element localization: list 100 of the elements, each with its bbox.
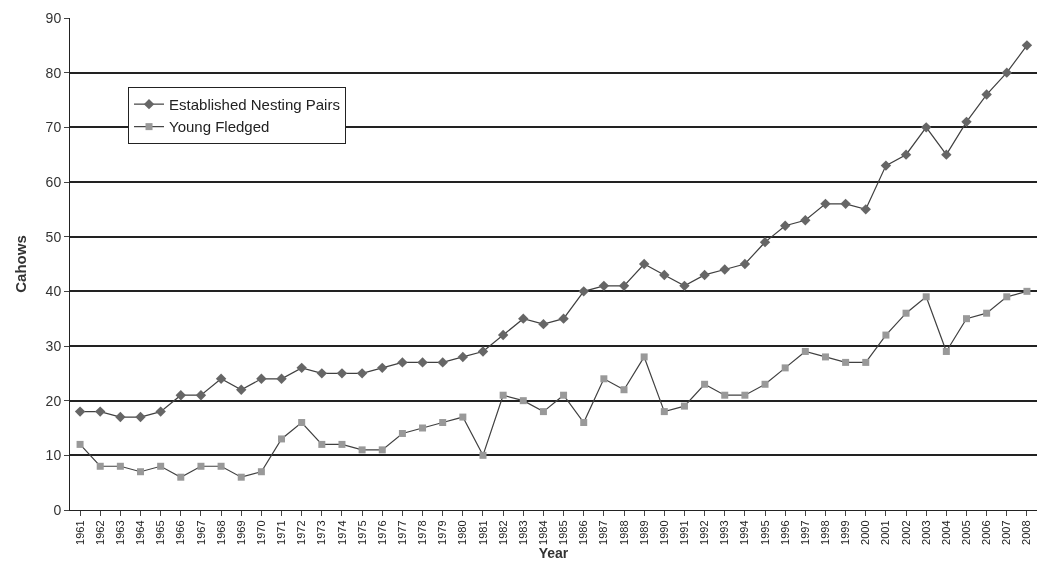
point xyxy=(900,149,912,160)
x-tick-label: 2002 xyxy=(899,520,912,545)
x-tick-label: 1972 xyxy=(295,520,308,545)
point xyxy=(638,258,650,270)
point xyxy=(739,258,751,270)
point xyxy=(598,280,610,292)
point xyxy=(378,446,386,454)
y-tick-label: 0 xyxy=(53,501,62,518)
point xyxy=(437,357,448,368)
point xyxy=(821,353,829,361)
x-tick-label: 1997 xyxy=(798,520,811,545)
x-tick-label: 1975 xyxy=(355,520,368,545)
point xyxy=(296,362,307,374)
point xyxy=(800,215,811,226)
x-tick-label: 1991 xyxy=(678,520,691,545)
x-tick-label: 1998 xyxy=(819,520,832,545)
point xyxy=(116,462,124,470)
point xyxy=(257,468,265,476)
point xyxy=(600,375,608,383)
point xyxy=(358,446,366,454)
x-tick-label: 1964 xyxy=(134,520,147,545)
point xyxy=(941,149,952,160)
legend-label: Established Nesting Pairs xyxy=(169,95,340,113)
point xyxy=(195,390,207,401)
point xyxy=(316,368,328,379)
x-tick-label: 1989 xyxy=(637,520,650,545)
x-axis-title: Year xyxy=(538,544,569,561)
point xyxy=(640,353,648,361)
x-tick-label: 1985 xyxy=(557,520,570,545)
x-tick-label: 1969 xyxy=(234,520,247,545)
point xyxy=(74,406,86,417)
point xyxy=(981,89,992,100)
point xyxy=(560,391,568,399)
point xyxy=(801,347,809,355)
point xyxy=(115,411,126,423)
point xyxy=(377,362,388,374)
point xyxy=(961,116,972,128)
point xyxy=(459,413,467,421)
x-tick-label: 1995 xyxy=(758,520,771,545)
point xyxy=(741,391,749,399)
x-tick-label: 1974 xyxy=(335,520,348,545)
point xyxy=(177,473,185,481)
point xyxy=(761,380,769,388)
point xyxy=(578,286,589,297)
x-tick-label: 1992 xyxy=(698,520,711,545)
y-axis-title: Cahows xyxy=(11,235,29,293)
point xyxy=(336,368,348,379)
x-tick-label: 2007 xyxy=(1000,520,1013,545)
x-tick-label: 1966 xyxy=(174,520,187,545)
x-tick-label: 2006 xyxy=(980,520,993,545)
point xyxy=(397,357,408,368)
point xyxy=(137,468,145,476)
x-tick-label: 2000 xyxy=(859,520,872,545)
point xyxy=(701,380,709,388)
point xyxy=(499,391,507,399)
x-tick-label: 2001 xyxy=(879,520,892,545)
x-tick-label: 1973 xyxy=(315,520,328,545)
point xyxy=(902,309,910,317)
point xyxy=(457,351,469,363)
x-tick-label: 1967 xyxy=(194,520,207,545)
point xyxy=(679,280,690,292)
point xyxy=(840,198,851,210)
x-tick-label: 2008 xyxy=(1020,520,1033,545)
x-tick-label: 1963 xyxy=(113,520,126,545)
point xyxy=(721,391,729,399)
x-tick-label: 1996 xyxy=(778,520,791,545)
point xyxy=(759,236,771,248)
x-tick-label: 1990 xyxy=(657,520,670,545)
x-tick-label: 1976 xyxy=(375,520,388,545)
point xyxy=(95,406,106,417)
point xyxy=(237,473,245,481)
point xyxy=(942,347,950,355)
point xyxy=(1023,287,1031,295)
point xyxy=(618,280,630,292)
point xyxy=(922,293,930,301)
x-tick-label: 1970 xyxy=(254,520,267,545)
point xyxy=(356,368,368,379)
point xyxy=(76,440,84,448)
point xyxy=(236,384,247,395)
point xyxy=(217,462,225,470)
point xyxy=(215,373,227,384)
point xyxy=(298,419,306,427)
point xyxy=(155,406,166,417)
point xyxy=(276,373,287,384)
x-tick-label: 1984 xyxy=(537,520,550,545)
point xyxy=(659,269,670,281)
y-tick-label: 40 xyxy=(45,283,62,300)
point xyxy=(318,440,326,448)
point xyxy=(779,220,791,231)
point xyxy=(538,318,549,330)
point xyxy=(781,364,789,372)
x-tick-label: 1968 xyxy=(214,520,227,545)
point xyxy=(497,329,509,341)
x-tick-label: 1961 xyxy=(73,520,86,545)
point xyxy=(983,309,991,317)
x-tick-label: 1978 xyxy=(416,520,429,545)
x-tick-label: 1993 xyxy=(718,520,731,545)
point xyxy=(580,419,588,427)
y-tick-label: 10 xyxy=(45,447,62,464)
x-tick-label: 1986 xyxy=(577,520,590,545)
